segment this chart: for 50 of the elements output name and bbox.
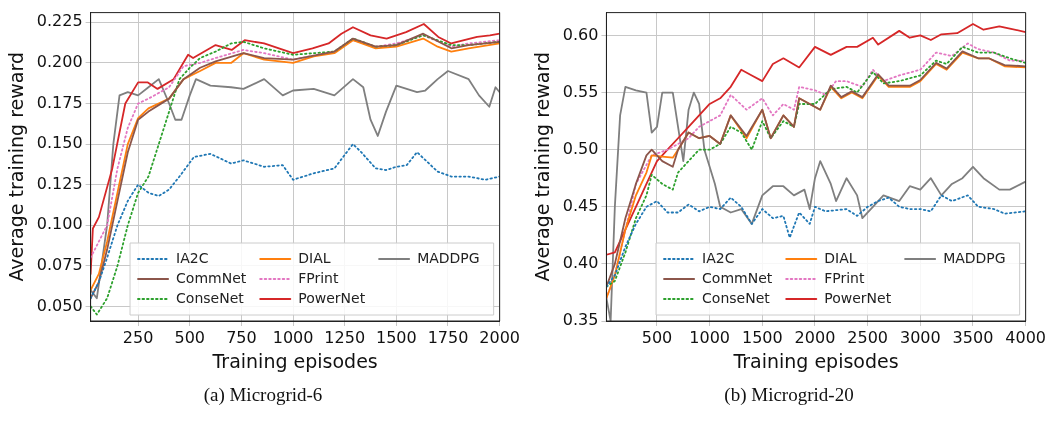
x-tick-label: 3500	[952, 327, 994, 347]
x-tick-label: 250	[122, 327, 154, 347]
y-tick-label: 0.40	[562, 253, 599, 273]
legend-label: PowerNet	[824, 289, 892, 306]
y-tick-label: 0.175	[36, 92, 83, 112]
legend-label: ConseNet	[702, 289, 771, 306]
legend-label: IA2C	[702, 249, 735, 266]
y-tick-label: 0.50	[562, 138, 599, 158]
y-tick-label: 0.225	[36, 11, 83, 31]
legend-label: PowerNet	[298, 289, 366, 306]
x-tick-label: 1500	[375, 327, 417, 347]
legend-label: IA2C	[176, 249, 209, 266]
y-tick-label: 0.200	[36, 52, 83, 72]
legend-label: FPrint	[824, 269, 865, 286]
y-tick-label: 0.55	[562, 81, 599, 101]
y-tick-label: 0.60	[562, 24, 599, 44]
x-tick-label: 1000	[689, 327, 731, 347]
legend-label: DIAL	[824, 249, 857, 266]
y-tick-label: 0.075	[36, 254, 83, 274]
x-tick-label: 1500	[741, 327, 783, 347]
text: (b) Microgrid-20	[724, 384, 854, 406]
x-tick-label: 1250	[324, 327, 366, 347]
legend-label: DIAL	[298, 249, 331, 266]
y-axis-title: Average training reward	[5, 52, 28, 282]
y-tick-label: 0.125	[36, 173, 83, 193]
y-axis-title: Average training reward	[531, 52, 554, 282]
x-tick-label: 4000	[1005, 327, 1046, 347]
legend-label: CommNet	[176, 269, 247, 286]
x-tick-label: 500	[174, 327, 206, 347]
y-tick-label: 0.45	[562, 195, 599, 215]
legend-label: MADDPG	[943, 249, 1006, 266]
legend-label: ConseNet	[176, 289, 245, 306]
x-tick-label: 500	[641, 327, 673, 347]
x-axis-title: Training episodes	[211, 349, 378, 372]
x-tick-label: 2000	[479, 327, 520, 347]
x-tick-label: 2500	[847, 327, 888, 347]
text: (a) Microgrid-6	[203, 384, 323, 406]
x-tick-label: 750	[226, 327, 257, 347]
legend-label: FPrint	[298, 269, 339, 286]
x-tick-label: 1750	[427, 327, 469, 347]
x-axis-title: Training episodes	[732, 349, 899, 372]
x-tick-label: 3000	[899, 327, 941, 347]
y-tick-label: 0.050	[36, 295, 83, 315]
x-tick-label: 1000	[272, 327, 314, 347]
legend-label: MADDPG	[417, 249, 480, 266]
y-tick-label: 0.100	[36, 214, 83, 234]
legend-label: CommNet	[702, 269, 773, 286]
y-tick-label: 0.35	[562, 310, 599, 330]
y-tick-label: 0.150	[36, 133, 83, 153]
x-tick-label: 2000	[794, 327, 836, 347]
